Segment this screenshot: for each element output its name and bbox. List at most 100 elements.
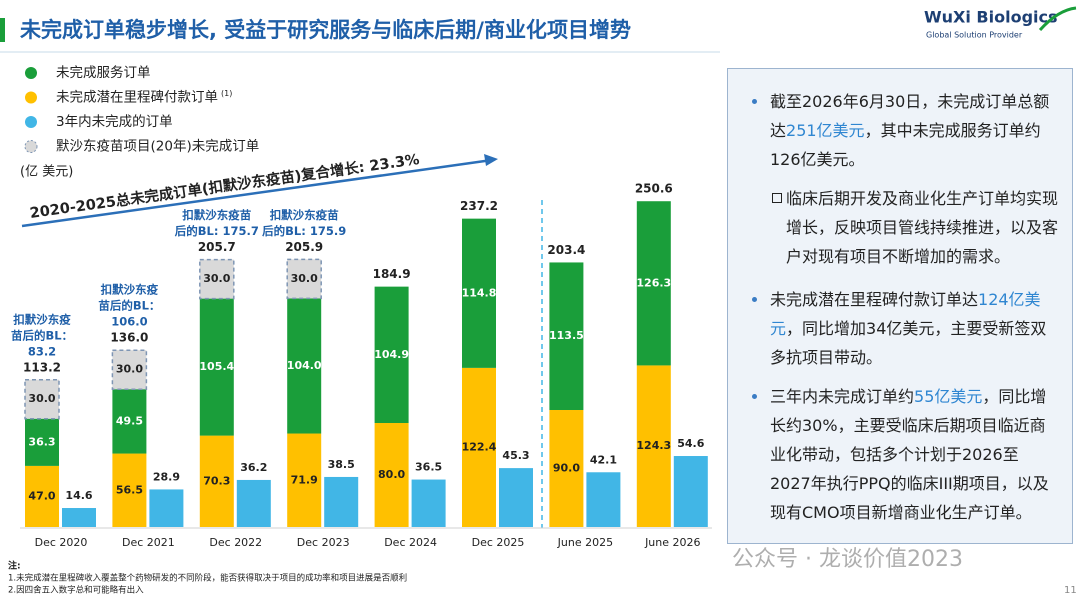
value-label: 71.9 — [291, 473, 318, 486]
bar-segment — [549, 410, 584, 527]
value-label: 70.3 — [203, 474, 230, 487]
value-label: 36.3 — [28, 435, 55, 448]
annotation: 扣默沙东疫 — [13, 312, 71, 326]
value-label: 80.0 — [378, 468, 405, 481]
bullet-text: 三年内未完成订单约55亿美元，同比增长约30%，主要受临床后期项目临近商业化带动… — [742, 382, 1058, 527]
total-label: 136.0 — [110, 331, 148, 345]
text-run: 251亿美元 — [786, 121, 865, 140]
text-run: ，其中未完成服务订单约126亿美元。 — [770, 121, 1041, 169]
title-accent — [0, 18, 5, 42]
value-label: 124.3 — [636, 439, 671, 452]
bar-segment — [111, 349, 148, 390]
text-run: 55亿美元 — [914, 387, 983, 406]
value-label: 105.4 — [199, 360, 234, 373]
x-tick-label: Dec 2024 — [384, 536, 437, 549]
bullet-text: 未完成潜在里程碑付款订单达124亿美元，同比增加34亿美元，主要受新签双多抗项目… — [742, 285, 1058, 372]
value-label: 42.1 — [590, 453, 617, 466]
value-label: 38.5 — [328, 458, 355, 471]
legend-label: 3年内未完成的订单 — [56, 114, 173, 130]
total-label: 203.4 — [547, 243, 585, 257]
value-label: 47.0 — [28, 489, 55, 502]
logo-tagline: Global Solution Provider — [926, 31, 1023, 40]
x-tick-label: Dec 2021 — [122, 536, 175, 549]
bar-segment — [636, 201, 671, 366]
bar — [411, 479, 446, 527]
bar-segment — [112, 453, 147, 527]
bar-segment — [287, 433, 322, 527]
annotation: 83.2 — [28, 344, 56, 358]
annotation: 扣默沙东疫苗 — [182, 208, 251, 222]
x-tick-label: Dec 2025 — [472, 536, 525, 549]
bar-segment — [549, 262, 584, 410]
trend-arrow — [21, 158, 493, 228]
value-label: 114.8 — [462, 286, 497, 299]
text-run: ，同比增加34亿美元，主要受新签双多抗项目带动。 — [770, 319, 1047, 367]
value-label: 30.0 — [291, 272, 318, 285]
total-label: 205.7 — [198, 240, 236, 254]
legend-label: 默沙东疫苗项目(20年)未完成订单 — [56, 139, 259, 155]
text-run: 三年内未完成订单约 — [770, 387, 915, 406]
watermark: 公众号 · 龙谈价值2023 — [732, 547, 963, 572]
value-label: 28.9 — [153, 470, 180, 483]
total-label: 113.2 — [23, 360, 61, 374]
bar-segment — [374, 286, 409, 423]
total-label: 205.9 — [285, 240, 323, 254]
bar — [499, 468, 533, 527]
bar-segment — [199, 298, 234, 436]
bar — [586, 472, 621, 527]
legend-swatch — [25, 67, 37, 79]
trend-arrowhead — [484, 154, 498, 166]
annotation: 106.0 — [111, 315, 147, 329]
footnote: 1.未完成潜在里程碑收入覆盖整个药物研发的不同阶段，能否获得取决于项目的成功率和… — [8, 573, 407, 584]
bar-segment — [112, 389, 147, 454]
legend-swatch — [25, 91, 37, 104]
annotation: 苗后的BL： — [11, 328, 73, 342]
annotation: 扣默沙东疫 — [101, 283, 159, 297]
bar-segment — [25, 418, 59, 466]
page-number: 11 — [1064, 585, 1077, 596]
annotation: 后的BL: 175.7 — [175, 224, 259, 238]
bar-segment — [286, 258, 322, 300]
value-label: 126.3 — [636, 276, 671, 289]
bar — [149, 489, 184, 527]
bar-segment — [374, 423, 409, 527]
annotation: 苗后的BL： — [98, 299, 160, 313]
bar-segment — [462, 218, 496, 368]
text-run: 124亿美元 — [770, 290, 1041, 338]
sub-bullet-text: 临床后期开发及商业化生产订单均实现增长，反映项目管线持续推进，以及客户对现有项目… — [742, 184, 1058, 271]
annotation: 后的BL: 175.9 — [262, 224, 346, 238]
text-run: 未完成潜在里程碑付款订单达 — [770, 290, 979, 309]
value-label: 36.5 — [415, 461, 442, 474]
value-label: 30.0 — [116, 363, 143, 376]
value-label: 14.6 — [65, 489, 92, 502]
bar-segment — [199, 435, 234, 527]
value-label: 122.4 — [462, 440, 497, 453]
logo-name: WuXi Biologics — [924, 8, 1058, 27]
x-tick-label: Dec 2022 — [209, 536, 262, 549]
total-label: 237.2 — [460, 199, 498, 213]
legend-swatch — [25, 116, 37, 128]
total-label: 250.6 — [635, 182, 673, 196]
bar-segment — [24, 378, 60, 420]
legend-swatch — [24, 140, 38, 153]
legend-note: (1) — [221, 89, 232, 98]
value-label: 49.5 — [116, 414, 143, 427]
bar — [673, 456, 708, 527]
x-tick-label: Dec 2020 — [35, 536, 88, 549]
value-label: 30.0 — [203, 272, 230, 285]
chart-title: 未完成订单稳步增长, 受益于研究服务与临床后期/商业化项目增势 — [20, 18, 631, 42]
bar-segment — [199, 258, 235, 300]
value-label: 45.3 — [502, 449, 529, 462]
bar-segment — [25, 465, 59, 527]
value-label: 56.5 — [116, 483, 143, 496]
bar — [236, 479, 271, 527]
bullet-text: 截至2026年6月30日，未完成订单总额达251亿美元，其中未完成服务订单约12… — [742, 87, 1058, 174]
total-label: 184.9 — [373, 267, 411, 281]
value-label: 36.2 — [240, 461, 267, 474]
footnote-heading: 注: — [8, 560, 21, 572]
bar-segment — [636, 365, 671, 527]
text-run: ，同比增长约30%，主要受临床后期项目临近商业化带动，包括多个计划于2026至2… — [770, 387, 1049, 522]
x-tick-label: June 2026 — [644, 536, 700, 549]
